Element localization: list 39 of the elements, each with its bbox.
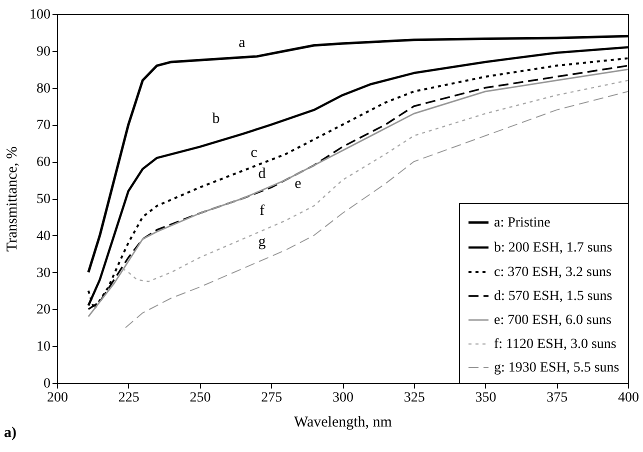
x-tick-label: 250	[190, 390, 211, 406]
annotation: g	[258, 234, 266, 250]
legend-label: d: 570 ESH, 1.5 suns	[494, 289, 612, 304]
y-tick-label: 80	[36, 81, 50, 96]
text: a)	[4, 425, 16, 442]
legend-label: c: 370 ESH, 3.2 suns	[494, 265, 612, 280]
annotation: c	[250, 145, 258, 161]
annotation: a	[238, 35, 246, 51]
legend-label: a: Pristine	[494, 216, 550, 230]
y-tick-label: 50	[36, 192, 50, 207]
x-tick-label: 275	[261, 390, 282, 406]
y-axis-title: Transmittance, %	[4, 146, 20, 252]
x-tick-label: 325	[404, 390, 425, 406]
y-tick-label: 0	[44, 376, 50, 392]
y-tick-label: 30	[36, 266, 50, 281]
x-axis-title: Wavelength, nm	[294, 414, 392, 430]
x-tick-label: 200	[47, 390, 68, 406]
legend-label: e: 700 ESH, 6.0 suns	[494, 313, 612, 328]
y-tick-label: 10	[36, 340, 50, 355]
y-tick-label: 90	[36, 44, 50, 60]
line-series	[125, 90, 628, 328]
line-series	[122, 80, 629, 282]
annotation: e	[294, 176, 302, 192]
y-tick-label: 40	[36, 228, 50, 244]
x-tick-label: 375	[546, 390, 568, 406]
annotation: f	[260, 203, 264, 219]
y-tick-label: 20	[36, 302, 50, 318]
legend-label: f: 1120 ESH, 3.0 suns	[494, 337, 616, 352]
legend-label: b: 200 ESH, 1.7 suns	[494, 240, 612, 256]
y-tick-label: 70	[36, 118, 50, 134]
y-tick-label: 60	[36, 155, 50, 170]
x-tick-label: 400	[618, 390, 639, 406]
x-tick-label: 225	[118, 390, 140, 406]
annotation: b	[212, 111, 220, 127]
x-tick-label: 300	[332, 390, 354, 406]
legend-label: g: 1930 ESH, 5.5 suns	[494, 360, 620, 376]
x-tick-label: 350	[475, 390, 496, 406]
y-tick-label: 100	[30, 8, 50, 22]
annotation: d	[258, 166, 266, 182]
